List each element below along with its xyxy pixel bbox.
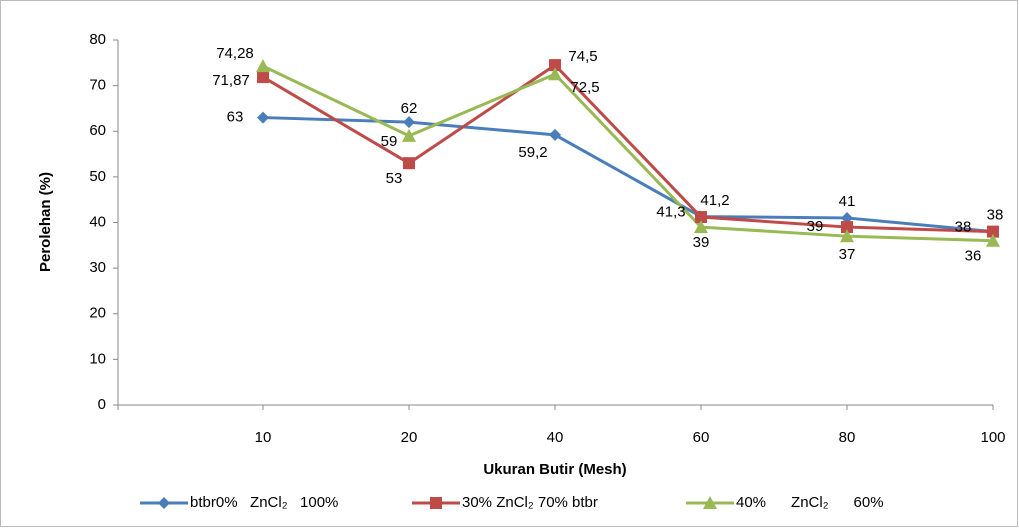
y-tick-label: 60 <box>89 122 106 139</box>
y-tick-label: 40 <box>89 213 106 230</box>
x-tick-label: 80 <box>839 429 856 446</box>
y-tick-label: 50 <box>89 168 106 185</box>
data-label: 41,2 <box>700 192 729 209</box>
x-tick-label: 60 <box>693 429 710 446</box>
data-point <box>548 67 562 81</box>
y-tick-label: 20 <box>89 305 106 322</box>
data-label: 39 <box>693 234 710 251</box>
x-tick-label: 10 <box>255 429 272 446</box>
data-label: 63 <box>227 109 244 126</box>
data-label: 38 <box>987 207 1004 224</box>
data-label: 74,5 <box>568 48 597 65</box>
data-point <box>402 128 416 142</box>
x-tick-label: 20 <box>401 429 418 446</box>
data-point <box>695 211 707 224</box>
data-point <box>403 157 415 170</box>
series-line <box>262 64 994 243</box>
data-point <box>987 225 999 238</box>
data-label: 41 <box>839 193 856 210</box>
data-point <box>841 211 853 224</box>
x-axis-label: Ukuran Butir (Mesh) <box>483 461 626 478</box>
legend-label: btbr0% ZnCl₂ 100% <box>190 494 338 511</box>
data-point <box>256 59 270 73</box>
y-tick-label: 80 <box>89 31 106 48</box>
data-label: 53 <box>386 170 403 187</box>
y-tick-label: 70 <box>89 77 106 94</box>
y-tick-label: 30 <box>89 259 106 276</box>
data-label: 36 <box>965 248 982 265</box>
data-label: 74,28 <box>216 45 254 62</box>
data-point <box>703 496 717 509</box>
data-point <box>257 111 269 124</box>
data-point <box>403 116 415 129</box>
data-label: 71,87 <box>212 72 250 89</box>
data-point <box>841 221 853 234</box>
data-point <box>257 71 269 84</box>
series-line <box>262 63 994 234</box>
data-point <box>549 128 561 141</box>
data-label: 59 <box>381 133 398 150</box>
data-label: 62 <box>401 100 418 117</box>
legend-label: 30% ZnCl₂ 70% btbr <box>462 494 598 511</box>
data-point <box>840 229 854 243</box>
data-point <box>430 497 442 509</box>
data-label: 38 <box>955 219 972 236</box>
data-label: 41,3 <box>656 204 685 221</box>
data-point <box>986 233 1000 247</box>
series-line <box>262 116 994 234</box>
data-point <box>694 220 708 234</box>
y-tick-label: 10 <box>89 350 106 367</box>
data-label: 37 <box>839 246 856 263</box>
x-tick-label: 40 <box>547 429 564 446</box>
legend-label: 40% ZnCl₂ 60% <box>736 494 884 511</box>
data-label: 59,2 <box>518 144 547 161</box>
data-label: 72,5 <box>570 79 599 96</box>
data-point <box>549 59 561 72</box>
data-point <box>158 497 170 509</box>
y-tick-label: 0 <box>98 396 106 413</box>
y-axis-label: Perolehan (%) <box>37 172 54 272</box>
x-tick-label: 100 <box>980 429 1005 446</box>
data-label: 39 <box>807 218 824 235</box>
